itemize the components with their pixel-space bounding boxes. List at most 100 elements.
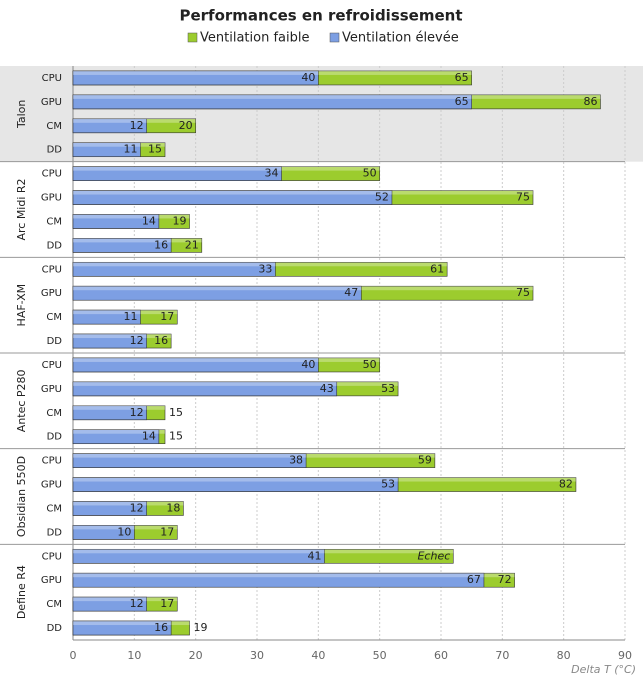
bar-shade <box>73 597 147 602</box>
category-label: DD <box>47 527 63 538</box>
category-label: DD <box>47 240 63 251</box>
value-label: 15 <box>169 430 183 443</box>
value-label: 72 <box>498 573 512 586</box>
bar <box>72 333 147 349</box>
bar <box>72 166 282 181</box>
bar <box>72 477 399 492</box>
value-label: 12 <box>130 501 144 514</box>
category-label: CM <box>46 121 62 132</box>
group-label: HAF-XM <box>15 284 28 327</box>
category-label: GPU <box>41 288 62 299</box>
category-label: CPU <box>42 73 62 84</box>
bar <box>72 572 485 588</box>
bar-shade <box>73 405 147 410</box>
bar <box>72 94 472 110</box>
bar-shade <box>73 190 392 195</box>
bar <box>72 596 147 612</box>
bar <box>72 309 141 325</box>
value-label: 34 <box>265 167 279 180</box>
bar-shade <box>73 573 484 578</box>
value-label: 20 <box>179 119 193 132</box>
value-label: 86 <box>583 95 597 108</box>
value-label: 12 <box>130 334 144 347</box>
bar <box>72 429 160 445</box>
value-label: 12 <box>130 406 144 419</box>
x-tick-label: 0 <box>70 649 77 662</box>
category-label: CPU <box>42 169 62 180</box>
x-tick-label: 20 <box>189 649 203 662</box>
value-label: 52 <box>375 191 389 204</box>
category-label: CM <box>46 312 62 323</box>
category-label: DD <box>47 623 63 634</box>
category-label: DD <box>47 145 63 156</box>
value-label: 59 <box>418 454 432 467</box>
chart-title: Performances en refroidissement <box>179 7 462 25</box>
value-label: 40 <box>301 71 315 84</box>
bar <box>72 190 393 205</box>
legend-label: Ventilation faible <box>200 31 309 46</box>
value-label: 15 <box>169 406 183 419</box>
bar-shade <box>73 118 147 123</box>
value-label: 14 <box>142 214 156 227</box>
value-label: 65 <box>455 71 469 84</box>
bar-shade <box>73 501 147 506</box>
category-label: GPU <box>41 480 62 491</box>
value-label: 61 <box>430 262 444 275</box>
bar <box>72 453 307 468</box>
value-label: 17 <box>160 525 174 538</box>
bar-shade <box>73 334 147 339</box>
value-label: 18 <box>166 501 180 514</box>
bar-shade <box>73 525 135 530</box>
bar <box>72 405 147 421</box>
category-label: GPU <box>41 193 62 204</box>
x-tick-label: 90 <box>618 649 632 662</box>
value-label: 12 <box>130 597 144 610</box>
category-label: CM <box>46 599 62 610</box>
bar-shade <box>73 477 399 482</box>
bar <box>72 357 319 373</box>
bar-shade <box>73 262 276 267</box>
bar <box>72 525 135 540</box>
value-label: 53 <box>381 478 395 491</box>
value-label: 65 <box>455 95 469 108</box>
bar <box>72 285 362 301</box>
bar-shade <box>73 214 159 219</box>
category-label: CM <box>46 503 62 514</box>
value-label: 82 <box>559 478 573 491</box>
category-label: GPU <box>41 97 62 108</box>
x-tick-label: 10 <box>127 649 141 662</box>
bar-shade <box>73 381 337 386</box>
bar-shade <box>73 621 172 626</box>
category-label: CPU <box>42 264 62 275</box>
category-label: CPU <box>42 360 62 371</box>
bar-shade <box>73 94 472 99</box>
group-label: Obsidian 550D <box>15 456 28 537</box>
bar-shade <box>73 238 172 243</box>
bar-shade <box>73 166 282 171</box>
value-label: 16 <box>154 238 168 251</box>
value-label: Echec <box>417 549 450 562</box>
group-label: Arc Midi R2 <box>15 178 28 240</box>
value-label: 16 <box>154 621 168 634</box>
value-label: 53 <box>381 382 395 395</box>
bar-shade <box>73 70 319 75</box>
group-label: Antec P280 <box>15 369 28 432</box>
bar <box>72 381 338 397</box>
legend-swatch <box>187 32 198 43</box>
value-label: 75 <box>516 191 530 204</box>
bar <box>72 501 147 516</box>
bar-shade <box>73 310 141 315</box>
bar <box>72 261 276 277</box>
value-label: 40 <box>301 358 315 371</box>
value-label: 50 <box>363 167 377 180</box>
value-label: 41 <box>307 549 321 562</box>
category-label: CPU <box>42 456 62 467</box>
group-label: Define R4 <box>15 565 28 619</box>
x-tick-label: 60 <box>434 649 448 662</box>
legend-label: Ventilation élevée <box>342 31 459 46</box>
bar-shade <box>73 142 141 147</box>
bar-shade <box>73 429 159 434</box>
value-label: 43 <box>320 382 334 395</box>
category-label: DD <box>47 336 63 347</box>
